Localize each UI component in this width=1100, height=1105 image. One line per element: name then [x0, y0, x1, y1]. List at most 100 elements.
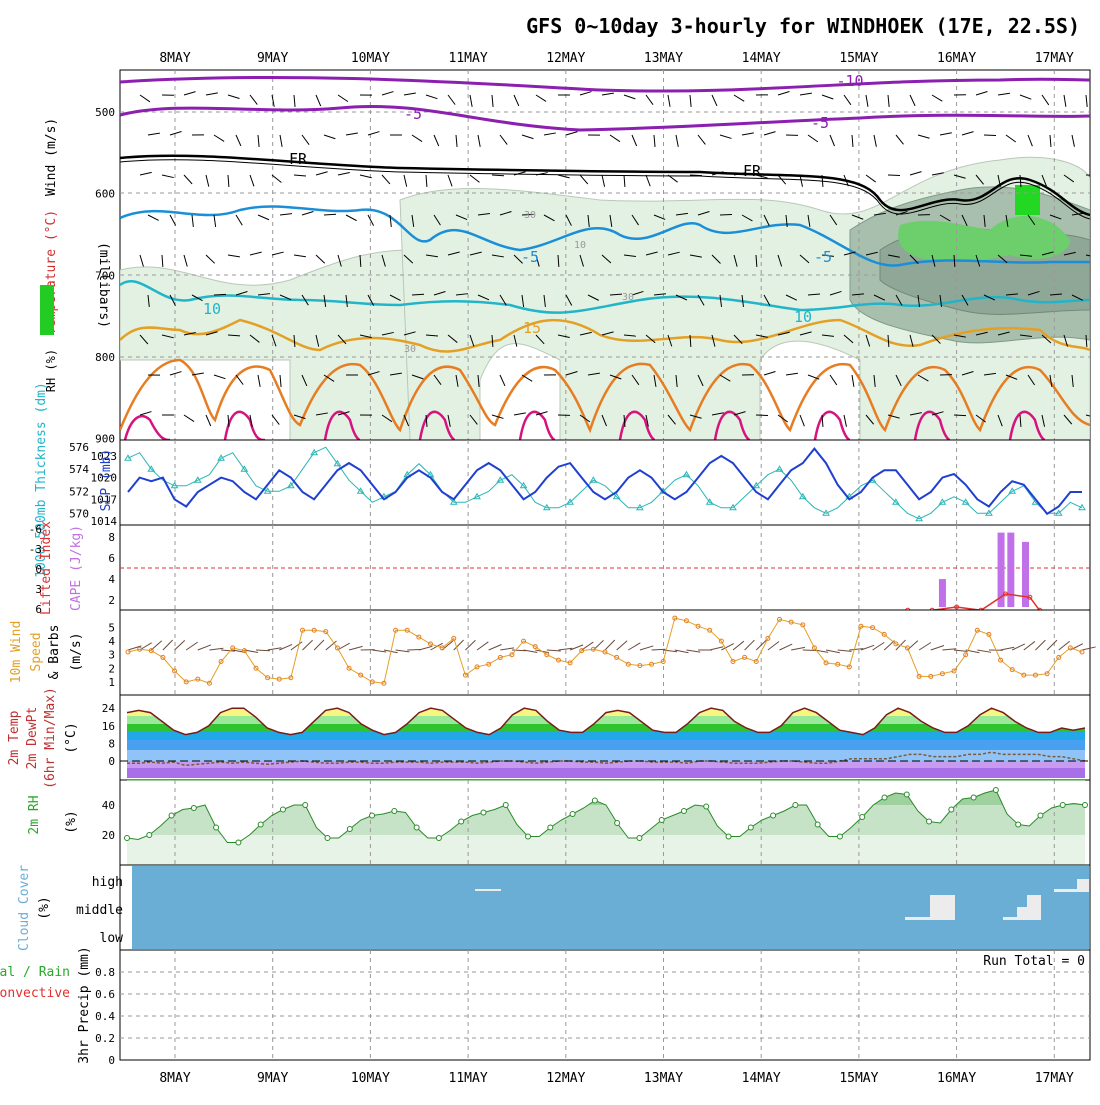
date-label-bottom: 16MAY [937, 1071, 976, 1086]
wind-barb [1094, 135, 1100, 144]
contour-label: 30 [404, 344, 416, 355]
wind-barb [214, 294, 226, 295]
cloud-unit: (%) [37, 896, 52, 919]
rh-point [459, 819, 464, 824]
wind-barb [1094, 212, 1100, 215]
date-label-bottom: 8MAY [159, 1071, 190, 1086]
rh-point [570, 812, 575, 817]
cloud-level-label: low [100, 931, 124, 946]
wind-tick: 1 [108, 676, 115, 689]
contour-label: 10 [794, 308, 812, 326]
precip-ylabel: 3hr Precip (mm) [77, 946, 92, 1063]
date-label-top: 13MAY [644, 51, 683, 66]
precip-legend-total: Total / Rain [0, 965, 70, 980]
rh-point [927, 819, 932, 824]
wind-tick: 5 [108, 622, 115, 635]
contour-label: 30 [622, 292, 634, 303]
rh-tick: 20 [102, 829, 115, 842]
temp-ylabel-2: 2m DewPt [25, 707, 40, 770]
rh-point [481, 810, 486, 815]
rh-point [258, 822, 263, 827]
cape-ylabel: CAPE (J/kg) [69, 525, 84, 611]
date-label-bottom: 12MAY [546, 1071, 585, 1086]
cloud-level-label: high [92, 875, 123, 890]
rh-point [191, 806, 196, 811]
date-label-top: 10MAY [351, 51, 390, 66]
date-label-top: 17MAY [1035, 51, 1074, 66]
temp-tick: 24 [102, 702, 116, 715]
date-label-bottom: 15MAY [839, 1071, 878, 1086]
contour-label: -5 [814, 248, 832, 266]
date-label-bottom: 14MAY [742, 1071, 781, 1086]
precip-legend-convective: Convective [0, 986, 70, 1001]
date-label-top: 14MAY [742, 51, 781, 66]
rh-point [1083, 803, 1088, 808]
cape-tick: 4 [108, 573, 115, 586]
thickness-tick: 572 [69, 485, 89, 498]
precip-tick: 0.4 [95, 1010, 115, 1023]
wind-ylabel-1: 10m Wind [9, 621, 24, 684]
rh-point [1016, 822, 1021, 827]
rh-point [993, 788, 998, 793]
rh-point [771, 813, 776, 818]
rh-point [280, 807, 285, 812]
run-total: Run Total = 0 [983, 954, 1085, 969]
contour-label: -5 [521, 248, 539, 266]
wind-tick: 4 [108, 635, 115, 648]
date-label-top: 11MAY [449, 51, 488, 66]
upper-air-ylabel: (millibars) [96, 242, 111, 328]
precip-tick: 0.8 [95, 966, 115, 979]
precip-panel: 00.20.40.60.8 Run Total = 0 Total / Rain… [0, 946, 1090, 1067]
rh-point [882, 795, 887, 800]
contour-label: -5 [811, 114, 829, 132]
cloud-ylabel: Cloud Cover [17, 865, 32, 951]
cape-bar [939, 579, 946, 607]
rh-point [526, 834, 531, 839]
rh-point [837, 834, 842, 839]
precip-tick: 0 [108, 1054, 115, 1067]
rh-point [793, 803, 798, 808]
rh-point [815, 822, 820, 827]
rh-point [548, 825, 553, 830]
rh-point [125, 836, 130, 841]
wind-barb [1094, 295, 1100, 305]
contour-label: -10 [836, 72, 863, 90]
cape-tick: 6 [108, 552, 115, 565]
wind-ylabel-2: Speed [29, 632, 44, 671]
rh-point [615, 821, 620, 826]
rh-unit: (%) [64, 810, 79, 833]
date-label-top: 16MAY [937, 51, 976, 66]
temp-tick: 0 [108, 755, 115, 768]
wind-legend-label: Wind (m/s) [44, 118, 59, 196]
rh-point [325, 836, 330, 841]
slp-tick: 1014 [91, 515, 118, 528]
rh-point [904, 792, 909, 797]
cape-bar [1007, 533, 1014, 607]
wind-ylabel-3: & Barbs [47, 625, 62, 680]
date-label-top: 8MAY [159, 51, 190, 66]
rh-point [147, 833, 152, 838]
svg-text:RH (%) Temperature (°C: RH (%) Temperature (°C) Wind (m/s) [44, 118, 59, 393]
rh-point [659, 818, 664, 823]
date-label-bottom: 17MAY [1035, 1071, 1074, 1086]
rh-point [971, 795, 976, 800]
pressure-tick: 800 [95, 351, 115, 364]
cape-tick: 2 [108, 594, 115, 607]
thickness-tick: 576 [69, 441, 89, 454]
temp-ylabel-3: (6hr Min/Max) [43, 687, 58, 789]
wind-barb [1094, 375, 1099, 386]
rh-point [392, 809, 397, 814]
temp-tick: 16 [102, 720, 115, 733]
pressure-tick: 600 [95, 188, 115, 201]
date-label-bottom: 11MAY [449, 1071, 488, 1086]
rh-point [949, 807, 954, 812]
date-label-top: 12MAY [546, 51, 585, 66]
precip-tick: 0.2 [95, 1032, 115, 1045]
